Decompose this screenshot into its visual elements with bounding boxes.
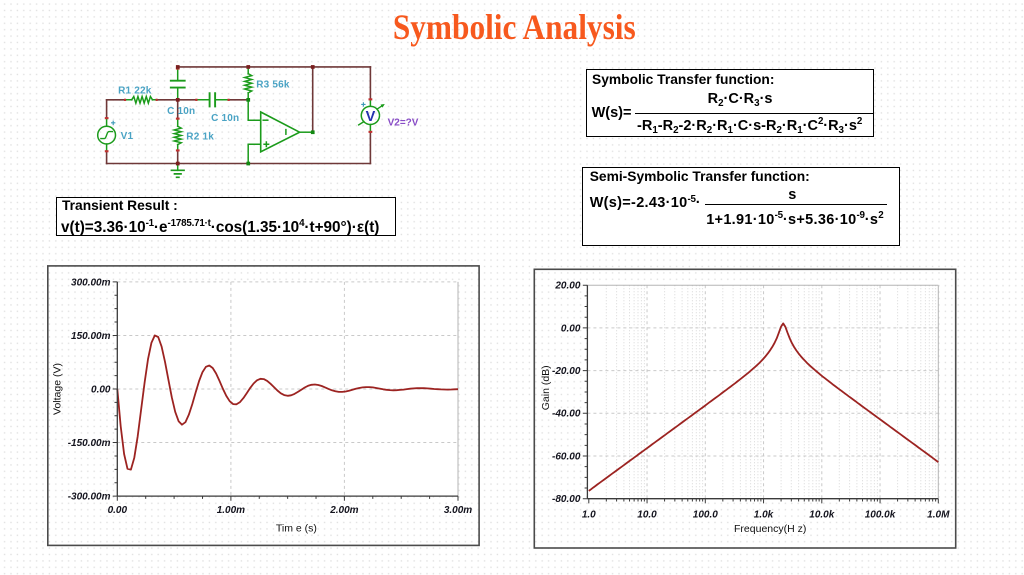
svg-text:C 10n: C 10n [211, 113, 239, 124]
svg-text:-150.00m: -150.00m [68, 438, 111, 449]
svg-text:-40.00: -40.00 [552, 409, 581, 420]
svg-text:1.0M: 1.0M [927, 510, 950, 521]
svg-text:V: V [366, 109, 376, 125]
svg-text:Voltage (V): Voltage (V) [52, 363, 64, 415]
svg-text:-60.00: -60.00 [552, 451, 581, 462]
svg-text:10.0: 10.0 [637, 510, 657, 521]
svg-text:0.00: 0.00 [108, 505, 128, 516]
svg-text:150.00m: 150.00m [71, 331, 111, 342]
svg-text:V2=?V: V2=?V [388, 117, 419, 128]
svg-text:100.0k: 100.0k [865, 510, 896, 521]
svg-text:-80.00: -80.00 [552, 494, 581, 505]
svg-text:1.0: 1.0 [582, 510, 596, 521]
svg-text:Tim e (s): Tim e (s) [276, 523, 317, 535]
svg-text:-20.00: -20.00 [552, 366, 581, 377]
svg-text:20.00: 20.00 [554, 281, 580, 292]
svg-text:C 10n: C 10n [167, 106, 195, 117]
svg-text:R2 1k: R2 1k [186, 132, 214, 143]
svg-text:3.00m: 3.00m [444, 505, 472, 516]
svg-text:V1: V1 [121, 131, 134, 142]
svg-text:1.0k: 1.0k [754, 510, 774, 521]
svg-text:10.0k: 10.0k [809, 510, 834, 521]
svg-text:-300.00m: -300.00m [68, 492, 111, 503]
svg-text:R3 56k: R3 56k [256, 80, 290, 91]
svg-text:2.00m: 2.00m [329, 505, 358, 516]
svg-text:1.00m: 1.00m [217, 505, 245, 516]
svg-text:Gain (dB): Gain (dB) [540, 365, 552, 410]
svg-text:R1 22k: R1 22k [118, 86, 152, 97]
svg-text:300.00m: 300.00m [71, 277, 111, 288]
svg-text:100.0: 100.0 [693, 510, 718, 521]
svg-text:0.00: 0.00 [561, 323, 581, 334]
svg-text:0.00: 0.00 [91, 384, 111, 395]
svg-text:Frequency(H z): Frequency(H z) [734, 523, 806, 535]
